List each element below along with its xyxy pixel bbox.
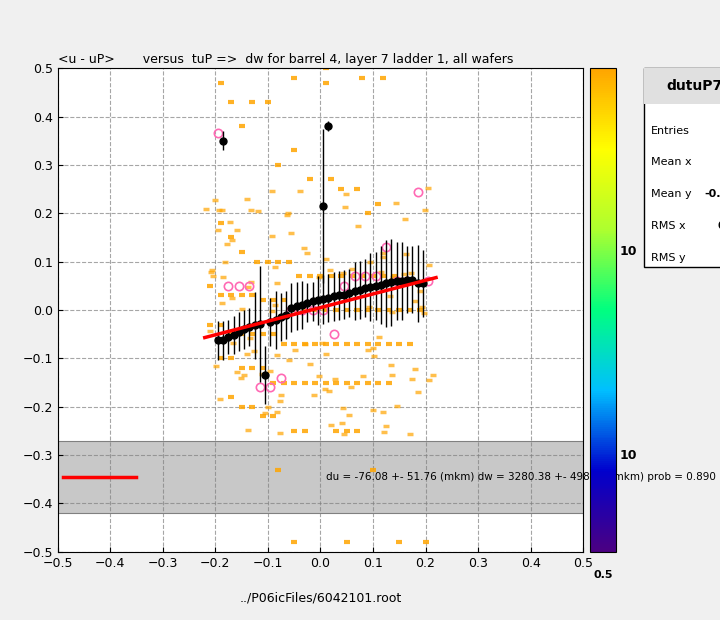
Text: ../P06icFiles/6042101.root: ../P06icFiles/6042101.root (239, 591, 402, 604)
FancyBboxPatch shape (644, 68, 720, 104)
Text: Entries: Entries (651, 126, 690, 136)
Text: 10: 10 (619, 246, 636, 259)
Text: Mean y: Mean y (651, 189, 691, 199)
FancyBboxPatch shape (644, 68, 720, 267)
Text: Mean x: Mean x (651, 157, 691, 167)
Text: RMS x: RMS x (651, 221, 685, 231)
Text: <u - uP>       versus  tuP =>  dw for barrel 4, layer 7 ladder 1, all wafers: <u - uP> versus tuP => dw for barrel 4, … (58, 53, 513, 66)
Text: 0.09825: 0.09825 (717, 221, 720, 231)
Text: 0.5: 0.5 (593, 570, 613, 580)
Text: dutuP7001: dutuP7001 (667, 79, 720, 93)
Text: -0.007416: -0.007416 (704, 189, 720, 199)
Bar (58, 441, 583, 513)
Text: 10: 10 (619, 449, 636, 461)
Text: RMS y: RMS y (651, 252, 685, 263)
Text: du = -76.08 +- 51.76 (mkm) dw = 3280.38 +- 498.88 (mkm) prob = 0.890: du = -76.08 +- 51.76 (mkm) dw = 3280.38 … (325, 472, 716, 482)
